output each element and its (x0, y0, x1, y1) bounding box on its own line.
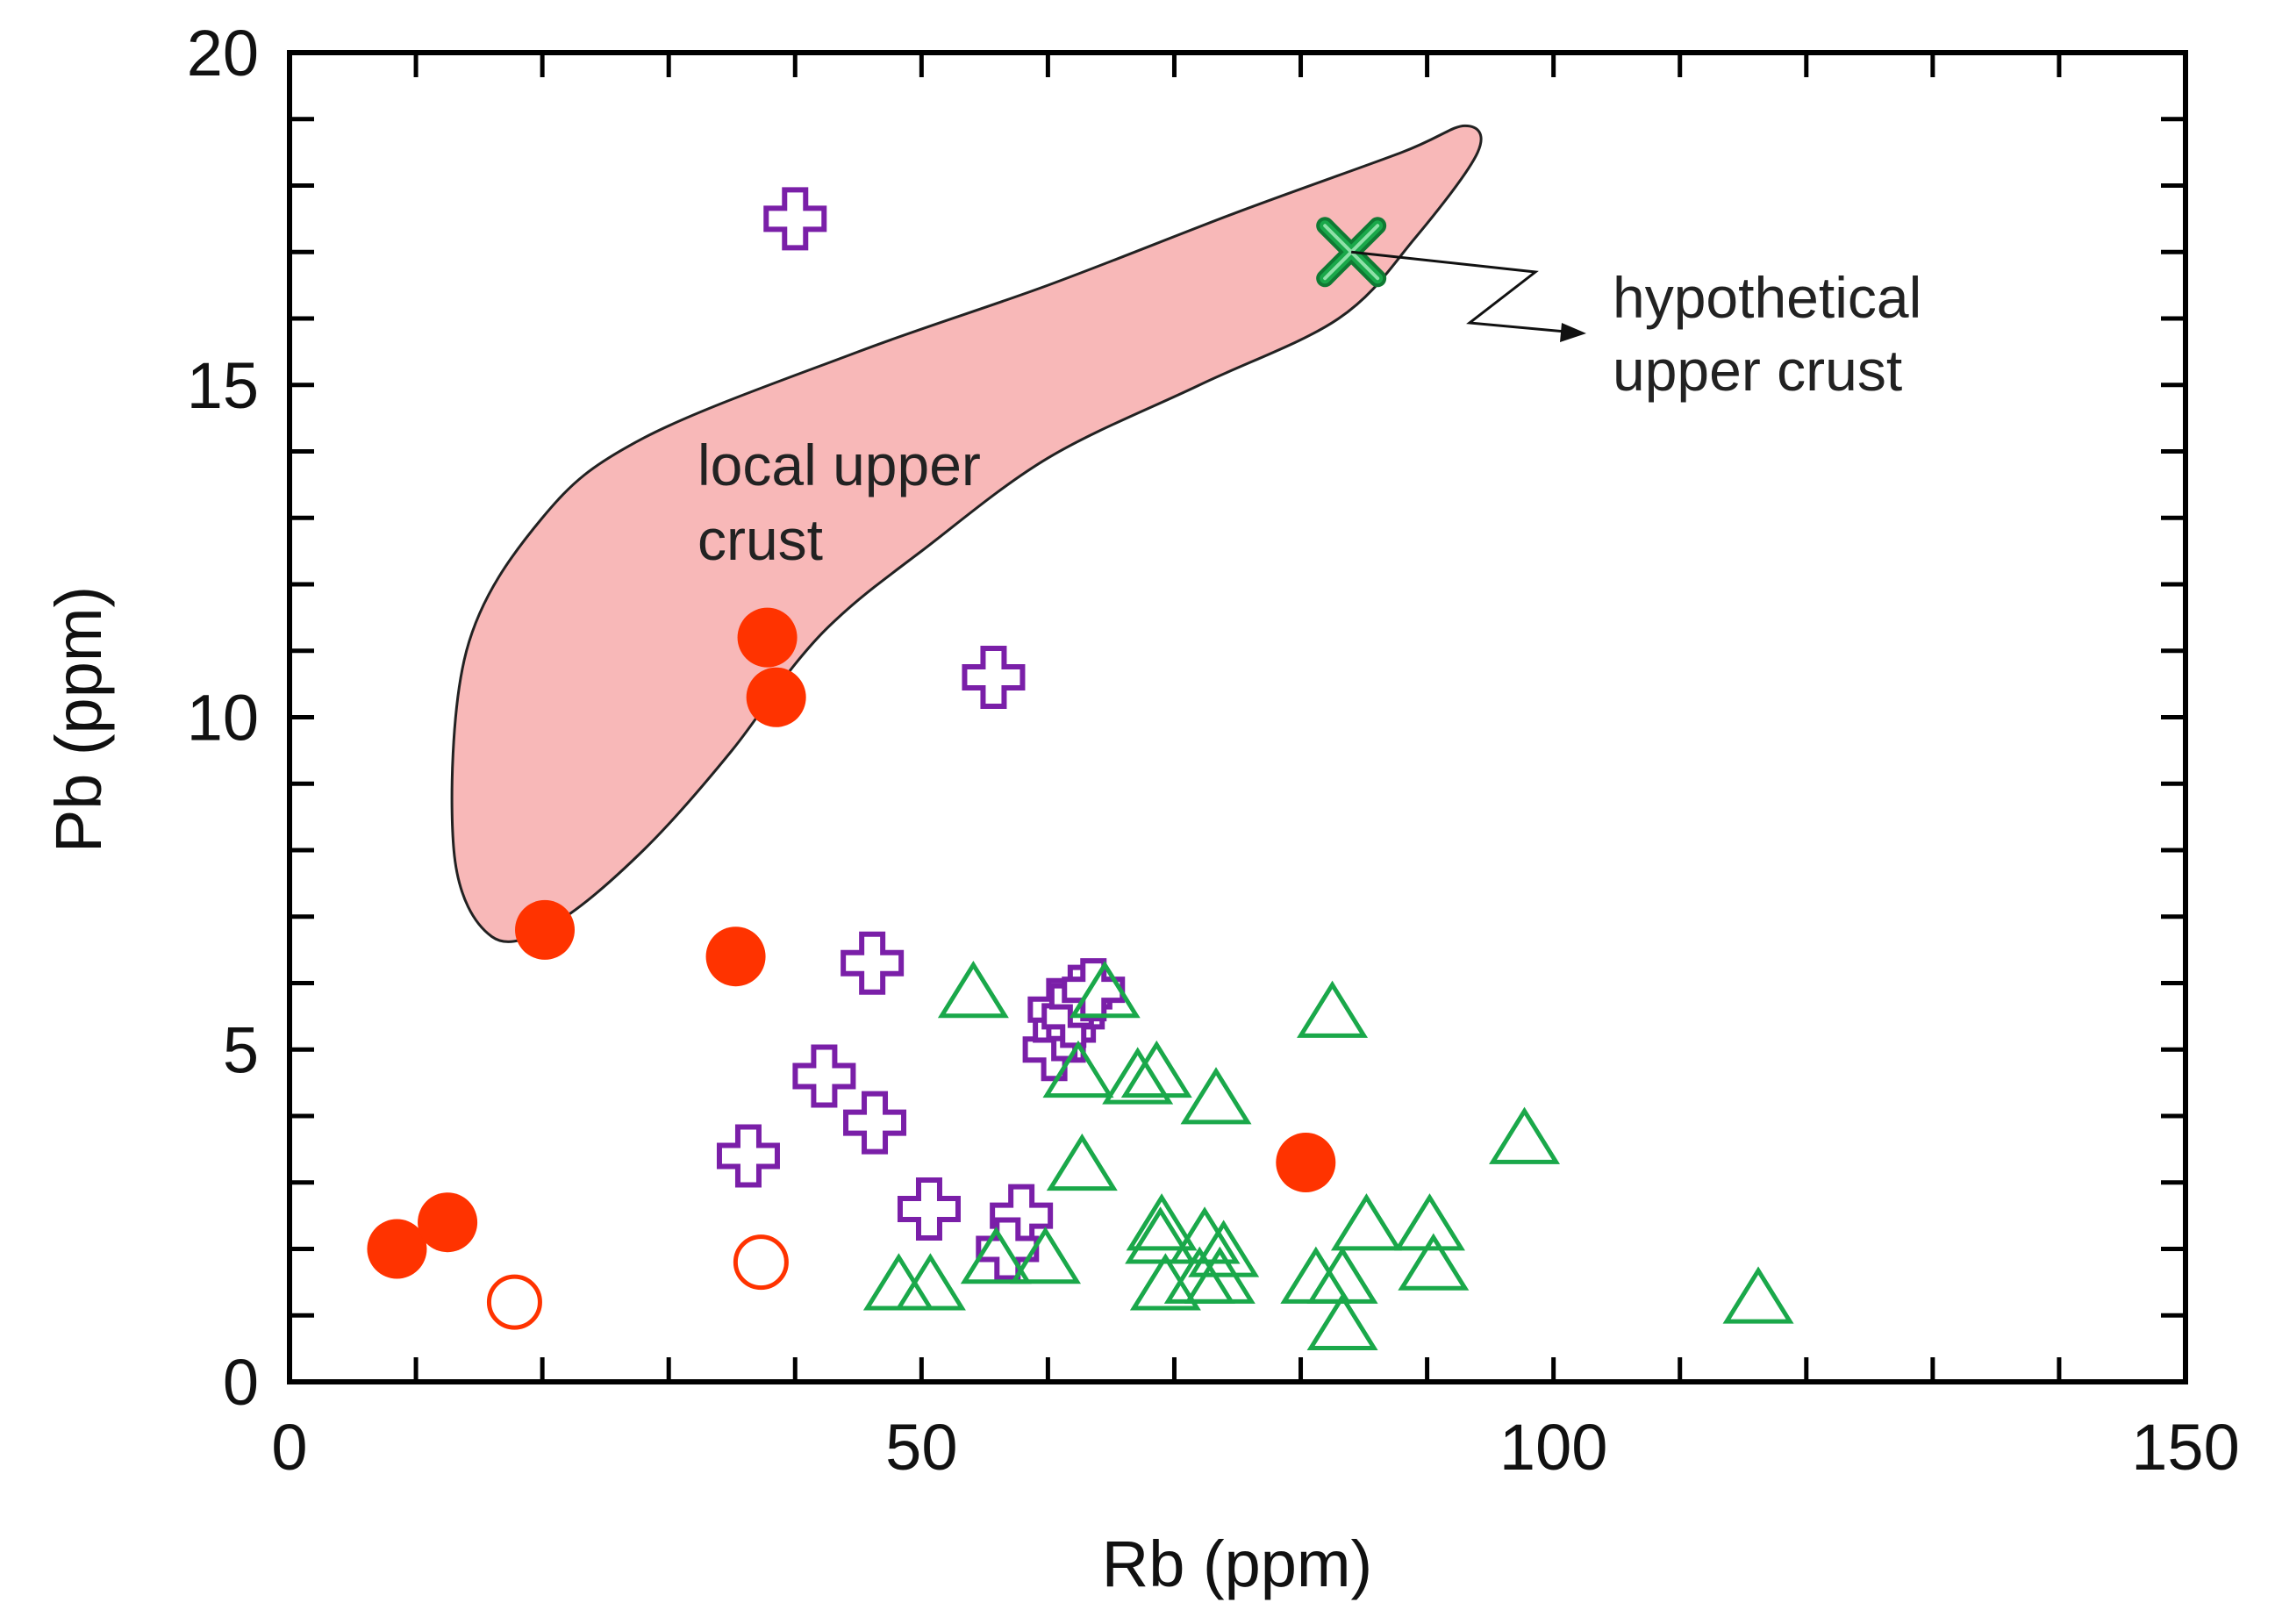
cross-point (716, 1124, 780, 1188)
triangle-point (1330, 1193, 1402, 1251)
hypothetical-upper-crust-label: hypothetical (1613, 265, 1921, 330)
triangle-point (1184, 1246, 1256, 1304)
hypothetical-upper-crust-label: upper crust (1613, 338, 1902, 403)
triangle-point (960, 1226, 1032, 1284)
x-tick-label: 50 (885, 1411, 957, 1484)
filled-circle-point (515, 899, 576, 960)
filled-circle-point (1276, 1133, 1336, 1193)
y-tick-label: 5 (223, 1013, 259, 1086)
local-upper-crust-label: crust (698, 507, 823, 572)
triangle-point (1306, 1246, 1378, 1304)
local-upper-crust-label: local upper (698, 433, 981, 497)
y-tick-label: 0 (223, 1346, 259, 1419)
triangle-point (1722, 1266, 1794, 1324)
cross-point (843, 1091, 907, 1155)
cross-point (962, 646, 1026, 710)
triangle-point (1126, 1193, 1198, 1251)
arrow-head (1560, 323, 1586, 342)
cross-point (792, 1044, 856, 1108)
cross-point (841, 931, 905, 995)
triangle-point (1069, 960, 1141, 1019)
cross-point (1062, 958, 1126, 1022)
triangle-point (894, 1253, 966, 1311)
open-circle-point (733, 1234, 789, 1291)
triangle-point (1042, 1040, 1114, 1098)
triangle-point (1297, 980, 1369, 1038)
y-tick-label: 20 (187, 17, 259, 89)
y-tick-label: 10 (187, 682, 259, 755)
triangle-point (937, 960, 1009, 1019)
triangle-point (1393, 1193, 1465, 1251)
field-layer (450, 124, 1483, 943)
triangle-point (1010, 1226, 1082, 1284)
triangle-point (862, 1253, 934, 1311)
annotation-layer: local upper crust hypothetical upper crust (698, 250, 1921, 572)
triangle-point (1489, 1106, 1561, 1164)
cross-point (763, 187, 827, 251)
triangle-point (1180, 1067, 1252, 1125)
y-axis-title: Pb (ppm) (42, 586, 115, 853)
y-tick-label: 15 (187, 349, 259, 422)
x-tick-label: 0 (271, 1411, 307, 1484)
filled-circle-point (418, 1192, 478, 1253)
x-axis-title: Rb (ppm) (1102, 1527, 1372, 1600)
filled-circle-point (705, 926, 766, 987)
triangle-point (1398, 1233, 1470, 1291)
plot-frame (287, 50, 2188, 1384)
triangle-point (1046, 1133, 1118, 1191)
triangle-point (1102, 1047, 1174, 1105)
cross-point (897, 1177, 961, 1241)
leader-arrow (1350, 250, 1567, 333)
triangle-point (1120, 1040, 1192, 1098)
filled-circle-point (737, 607, 798, 668)
open-circle-point (486, 1274, 542, 1330)
triangle-point (1306, 1292, 1378, 1350)
local-upper-crust-field (450, 124, 1483, 943)
x-tick-label: 100 (1499, 1411, 1607, 1484)
tick-layer (287, 50, 2188, 1384)
x-tick-label: 150 (2131, 1411, 2239, 1484)
filled-circle-point (746, 667, 806, 727)
triangle-point (1188, 1220, 1260, 1277)
filled-circle-point (367, 1219, 427, 1279)
